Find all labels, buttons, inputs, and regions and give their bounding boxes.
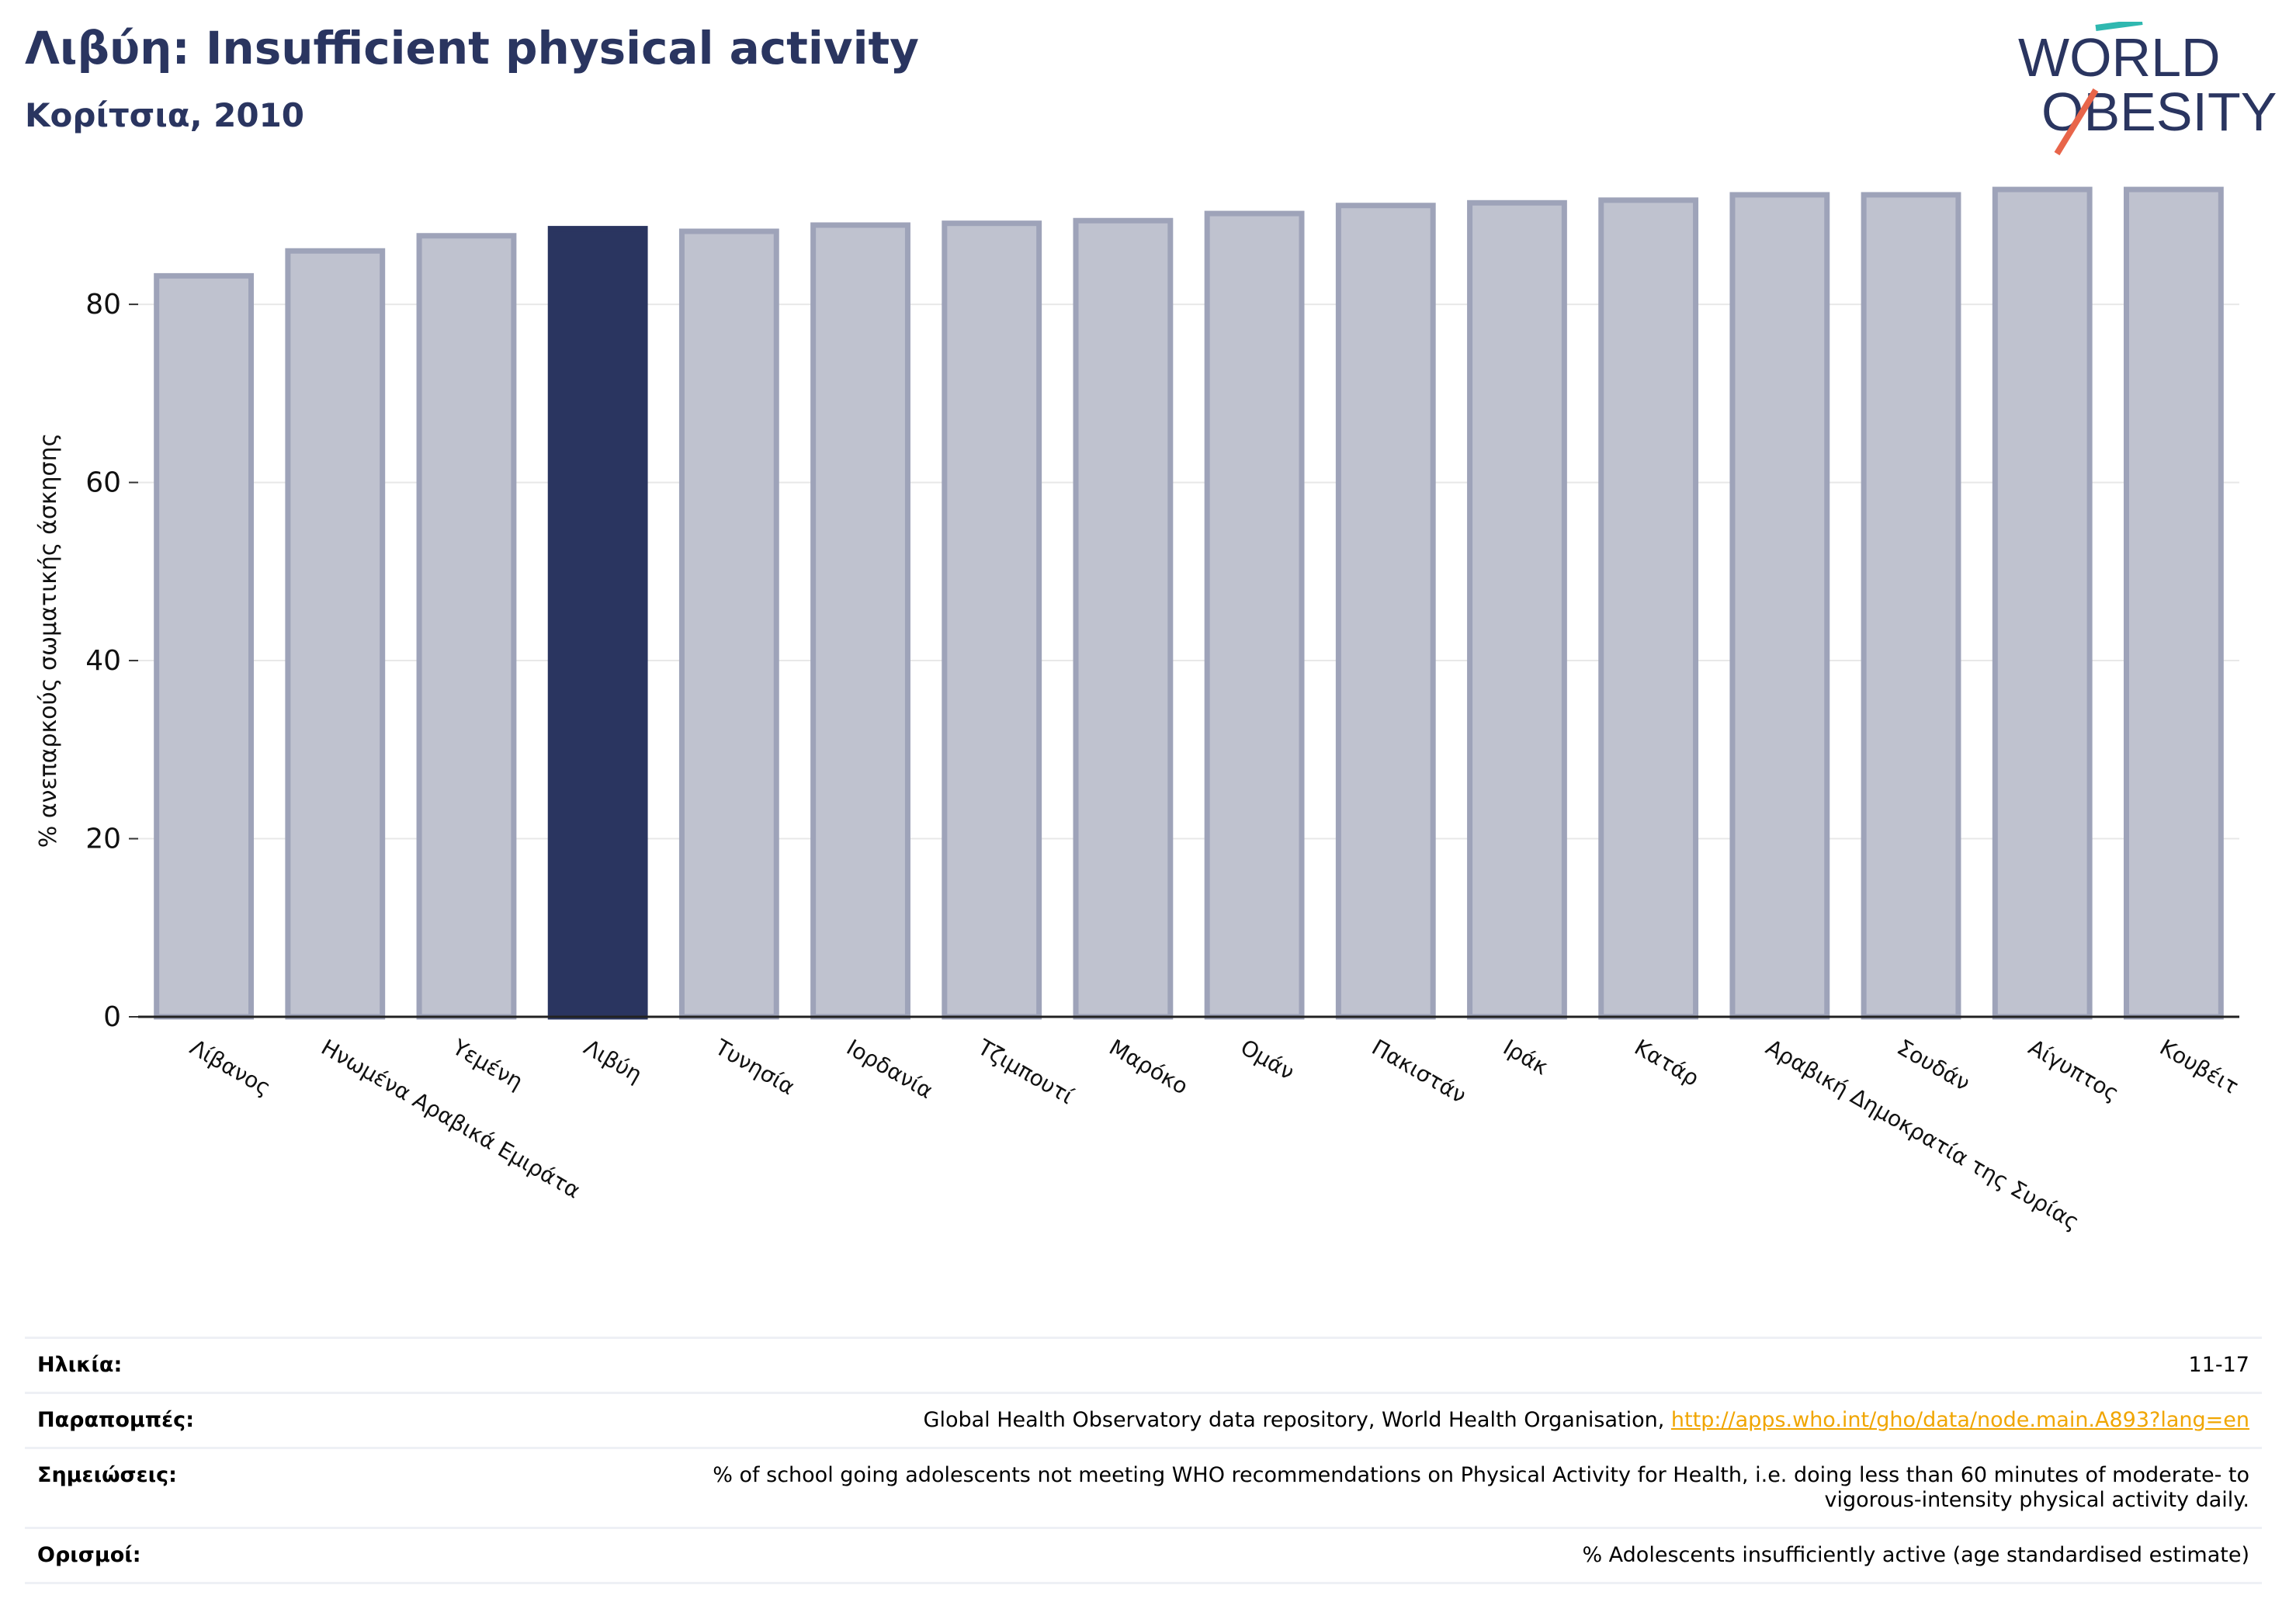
x-tick-label: Ομάν — [1236, 1034, 1299, 1085]
info-label: Παραπομπές: — [37, 1408, 194, 1432]
world-obesity-logo: WORLD OBESITY — [2018, 22, 2277, 156]
logo-slash-orange — [2054, 88, 2099, 156]
bar — [154, 272, 255, 1020]
bar — [810, 222, 910, 1020]
bar — [678, 228, 779, 1020]
chart-subtitle: Κορίτσια, 2010 — [25, 96, 305, 134]
info-value: % Adolescents insufficiently active (age… — [1582, 1543, 2249, 1567]
bar — [1204, 210, 1305, 1020]
info-value: % of school going adolescents not meetin… — [713, 1463, 2249, 1512]
bar — [1467, 199, 1567, 1020]
x-tick-label: Λίβανος — [186, 1034, 275, 1101]
chart-title: Λιβύη: Insufficient physical activity — [25, 22, 919, 75]
info-row-age: Ηλικία: 11-17 — [25, 1337, 2262, 1392]
info-row-references: Παραπομπές: Global Health Observatory da… — [25, 1392, 2262, 1447]
bar-chart: 0 20 40 60 80 % ανεπαρκούς σωματικής άσκησης Λ… — [35, 186, 2243, 1235]
x-tick-label: Αίγυπτος — [2024, 1034, 2124, 1106]
info-value: Global Health Observatory data repositor… — [911, 1394, 2262, 1447]
x-tick-label: Τζιμπουτί — [973, 1034, 1078, 1109]
bar — [1729, 192, 1830, 1020]
reference-text: Global Health Observatory data repositor… — [923, 1408, 1671, 1432]
y-tick-label: 0 — [103, 1001, 121, 1033]
bar — [416, 233, 517, 1020]
y-tick-label: 60 — [85, 467, 121, 499]
x-tick-label: Μαρόκο — [1105, 1034, 1192, 1099]
info-row-notes: Σημειώσεις: % of school going adolescent… — [25, 1447, 2262, 1527]
info-row-definitions: Ορισμοί: % Adolescents insufficiently ac… — [25, 1527, 2262, 1584]
bar — [2123, 186, 2224, 1020]
bar — [1992, 186, 2093, 1020]
bar — [942, 220, 1042, 1020]
reference-link[interactable]: http://apps.who.int/gho/data/node.main.A… — [1670, 1408, 2249, 1432]
y-tick-label: 80 — [85, 289, 121, 321]
info-table: Ηλικία: 11-17 Παραπομπές: Global Health … — [25, 1337, 2262, 1584]
bar — [1335, 203, 1436, 1020]
y-tick-label: 20 — [85, 824, 121, 855]
x-tick-label: Ιορδανία — [842, 1034, 937, 1104]
x-tick-label: Τυνησία — [710, 1034, 799, 1100]
info-value: 11-17 — [2188, 1353, 2249, 1377]
bar — [1861, 192, 1961, 1020]
y-tick-label: 40 — [85, 645, 121, 677]
x-tick-label: Λιβύη — [580, 1034, 647, 1087]
x-tick-label: Πακιστάν — [1368, 1034, 1471, 1108]
logo-line1: WORLD — [2018, 27, 2221, 88]
x-tick-label: Κατάρ — [1630, 1034, 1703, 1091]
x-tick-label: Σουδάν — [1893, 1034, 1975, 1096]
bar — [547, 226, 648, 1020]
x-tick-label: Ιράκ — [1499, 1034, 1552, 1080]
bar — [1598, 197, 1699, 1020]
x-tick-label: Υεμένη — [448, 1034, 528, 1094]
x-tick-label: Κουβέιτ — [2156, 1034, 2243, 1099]
logo-slash-teal — [2095, 22, 2143, 31]
info-label: Ηλικία: — [37, 1353, 123, 1377]
info-label: Ορισμοί: — [37, 1543, 141, 1567]
y-axis-label: % ανεπαρκούς σωματικής άσκησης — [35, 433, 62, 848]
bar — [285, 248, 386, 1020]
info-label: Σημειώσεις: — [37, 1463, 177, 1487]
x-tick-label: Ηνωμένα Αραβικά Εμιράτα — [317, 1034, 584, 1203]
bar — [1073, 217, 1174, 1020]
